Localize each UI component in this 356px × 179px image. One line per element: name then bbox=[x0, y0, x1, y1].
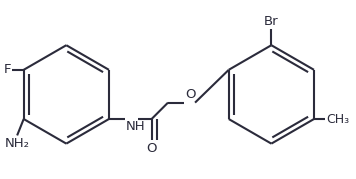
Text: O: O bbox=[146, 142, 157, 155]
Text: NH: NH bbox=[126, 120, 146, 133]
Text: NH₂: NH₂ bbox=[5, 137, 30, 150]
Text: O: O bbox=[185, 88, 196, 101]
Text: CH₃: CH₃ bbox=[326, 113, 349, 125]
Text: Br: Br bbox=[264, 15, 279, 28]
Text: F: F bbox=[4, 63, 11, 76]
